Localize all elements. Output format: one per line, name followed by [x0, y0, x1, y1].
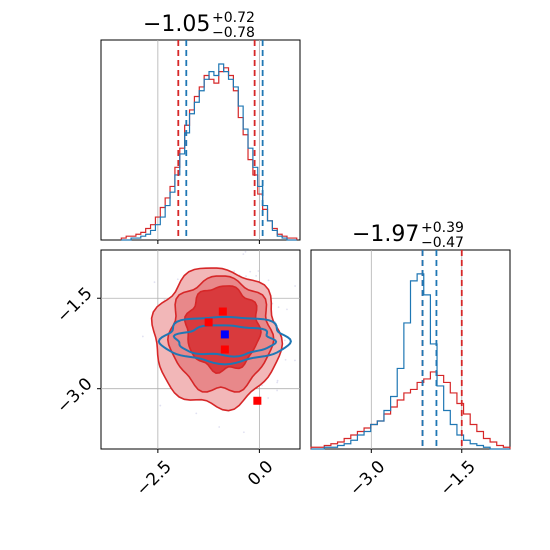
p2-hist-xticks: −3.0 −1.5 [346, 449, 480, 500]
contour-xtick-label-1: 0.0 [244, 457, 277, 490]
scatter-point [195, 412, 198, 415]
p1-hist-blue-series [121, 63, 297, 241]
p1-hist-panel: −1.05 +0.72 −0.78 [100, 10, 301, 244]
p1-title-minus: −0.78 [212, 25, 255, 41]
scatter-point [257, 270, 260, 272]
p1-reference-lines [177, 40, 264, 240]
p2-xtick-label-0: −3.0 [346, 457, 389, 500]
contour-xtick-label-0: −2.5 [133, 457, 176, 500]
p2-xtick-label-1: −1.5 [436, 457, 479, 500]
p2-hist-red-series [310, 371, 511, 449]
scatter-point [267, 397, 270, 399]
red-contour-level-2 [183, 285, 262, 375]
p2-hist-panel: −3.0 −1.5 −1.97 +0.39 −0.47 [310, 220, 511, 500]
scatter-point [249, 270, 252, 273]
scatter-point [276, 389, 279, 392]
contour-ylabel-1: −3.0 [53, 374, 96, 417]
scatter-point [218, 426, 221, 428]
scatter-point [276, 379, 279, 382]
p2-reference-lines [421, 250, 463, 449]
p1-hist-xticks [157, 240, 260, 244]
p2-title-value: −1.97 [352, 222, 419, 247]
scatter-point [267, 279, 270, 282]
marker-red-3 [253, 396, 262, 405]
scatter-point [261, 384, 263, 387]
scatter-point [276, 381, 279, 384]
scatter-point [141, 335, 144, 338]
scatter-point [233, 270, 236, 273]
p2-hist-blue-series [311, 273, 510, 450]
contour-markers [204, 307, 262, 405]
marker-red-1 [204, 318, 213, 327]
marker-red-0 [218, 307, 227, 316]
marker-blue-4 [220, 330, 229, 339]
p2-histogram [310, 273, 511, 450]
scatter-point [159, 404, 162, 407]
scatter-point [242, 431, 245, 434]
contour-yticks: −1.5 −3.0 [53, 284, 101, 417]
red-contours [150, 267, 284, 412]
p2-title-plus: +0.39 [421, 220, 464, 236]
scatter-point [242, 253, 245, 256]
p1-title-plus: +0.72 [212, 10, 255, 26]
scatter-point [294, 285, 296, 287]
scatter-point [176, 278, 179, 281]
p1-hist-grid [157, 40, 260, 240]
scatter-point [284, 358, 287, 361]
scatter-point [153, 281, 156, 284]
scatter-point [245, 275, 247, 278]
p1-p2-contour-panel: −2.5 0.0 −1.5 −3.0 [53, 249, 301, 500]
blue-contour-level-1 [172, 324, 278, 358]
p1-hist-frame [100, 39, 301, 241]
blue-contours [157, 315, 292, 366]
marker-red-2 [220, 345, 229, 354]
contour-xticks: −2.5 0.0 [133, 449, 277, 500]
scatter-point [283, 339, 286, 342]
contour-ylabel-0: −1.5 [53, 284, 96, 327]
p1-title-value: −1.05 [143, 12, 210, 37]
p2-title-minus: −0.47 [421, 235, 464, 251]
blue-contour-level-0 [157, 315, 292, 366]
scatter-point [255, 274, 258, 277]
scatter-point [294, 359, 296, 362]
p2-hist-frame [310, 249, 511, 450]
scatter-point [244, 250, 247, 253]
scatter-point [277, 306, 280, 309]
scatter-point [286, 308, 288, 311]
p1-histogram [120, 63, 298, 241]
